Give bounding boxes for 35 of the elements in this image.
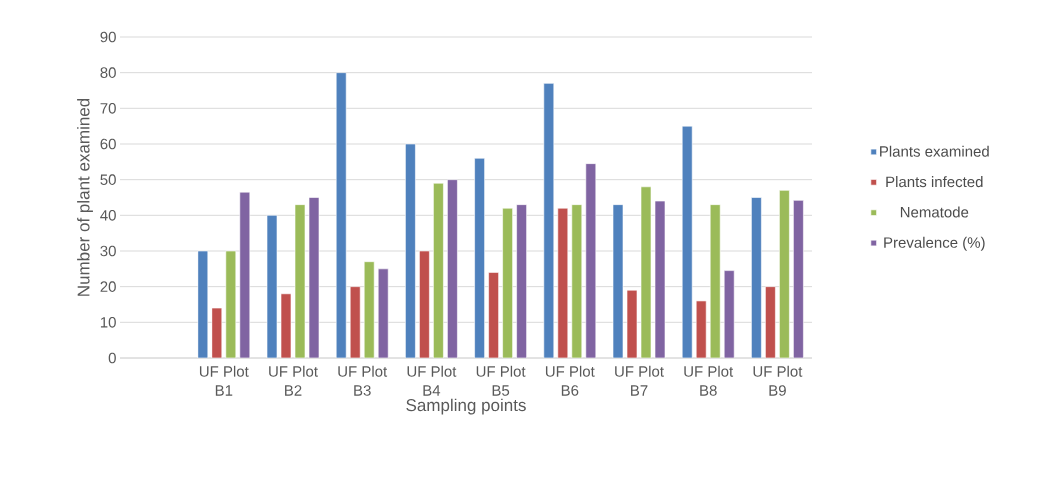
x-tick-label: UF Plot B4 [407, 365, 457, 396]
y-tick-label: 10 [100, 317, 116, 328]
y-tick-label: 70 [100, 103, 116, 114]
bar [640, 186, 652, 358]
bar [294, 204, 306, 358]
bar [779, 190, 790, 358]
x-tick-label: UF Plot B2 [269, 365, 318, 396]
legend-label: Nematode [900, 206, 969, 218]
legend-label: Plants examined [880, 145, 989, 157]
x-tick-label: UF Plot B7 [615, 365, 664, 396]
y-tick-label: 50 [100, 174, 116, 185]
x-tick-label: UF Plot B6 [545, 365, 595, 396]
bar [502, 207, 513, 358]
legend-label: Plants infected [886, 176, 983, 188]
bar [709, 204, 721, 358]
bar [571, 204, 583, 358]
y-tick-label: 30 [100, 245, 116, 257]
y-tick-label: 60 [100, 138, 116, 150]
bar [433, 182, 444, 358]
bar [363, 261, 375, 358]
x-tick-label: UF Plot B8 [684, 365, 734, 396]
y-tick-label: 0 [108, 352, 116, 364]
y-tick-label: 20 [100, 281, 116, 292]
x-tick-label: UF Plot B3 [338, 365, 388, 396]
y-tick-label: 80 [100, 67, 116, 78]
x-tick-label: UF Plot B1 [199, 365, 249, 396]
bar [225, 250, 237, 358]
y-tick-label: 90 [100, 31, 116, 43]
x-tick-label: UF Plot B5 [476, 365, 526, 396]
x-axis-title: Sampling points [406, 398, 526, 415]
y-axis-title: Number of plant examined [77, 98, 93, 296]
x-tick-label: UF Plot B9 [753, 365, 803, 396]
y-tick-label: 40 [100, 210, 116, 221]
legend-label: Prevalence (%) [884, 236, 985, 251]
bar [335, 72, 347, 358]
